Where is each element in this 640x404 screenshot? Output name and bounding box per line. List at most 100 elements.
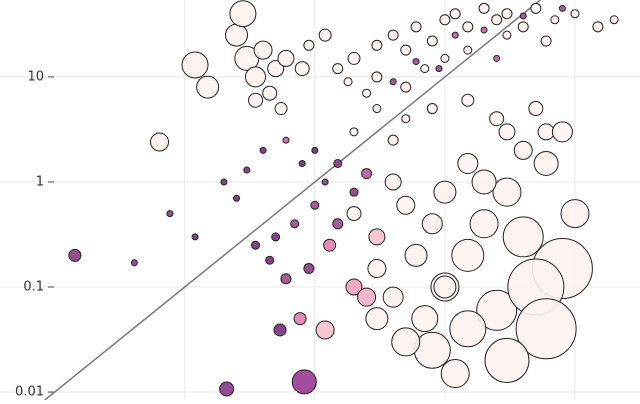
bubble — [321, 178, 329, 186]
bubble — [371, 71, 383, 83]
bubble — [515, 298, 577, 360]
bubble — [248, 92, 264, 108]
bubble — [362, 88, 372, 98]
bubble — [303, 263, 315, 275]
bubble — [478, 2, 490, 14]
bubble — [433, 275, 457, 299]
bubble — [449, 8, 461, 20]
bubble — [440, 359, 470, 389]
bubble — [396, 195, 416, 215]
bubble — [290, 219, 300, 229]
bubble — [449, 310, 487, 348]
bubble — [540, 35, 552, 47]
bubble — [382, 286, 404, 308]
bubble — [498, 123, 516, 141]
bubble — [420, 64, 430, 74]
bubble — [196, 75, 220, 99]
bubble — [391, 327, 421, 357]
bubble — [368, 228, 386, 246]
bubble — [349, 187, 359, 197]
bubble — [277, 49, 295, 67]
bubble — [243, 166, 251, 174]
bubble — [349, 127, 359, 137]
bubble — [347, 51, 361, 65]
bubble — [410, 21, 422, 33]
bubble — [191, 233, 199, 241]
bubble — [530, 2, 542, 14]
bubble — [371, 39, 383, 51]
bubble — [469, 209, 499, 239]
bubble — [400, 81, 412, 93]
bubble — [412, 58, 420, 66]
bubble — [303, 39, 315, 51]
bubble — [435, 65, 443, 73]
bubble — [440, 53, 450, 63]
bubble — [259, 146, 267, 154]
bubble — [551, 121, 573, 143]
bubble — [426, 103, 438, 115]
bubble — [400, 44, 412, 56]
bubble — [332, 63, 344, 75]
bubble — [471, 169, 497, 195]
bubble — [219, 381, 235, 397]
y-tick-label: 10 — [27, 69, 44, 84]
bubble — [361, 168, 373, 180]
bubble — [271, 232, 281, 242]
bubble — [150, 132, 170, 152]
bubble — [457, 152, 479, 174]
bubble — [404, 243, 428, 267]
bubble — [537, 123, 555, 141]
bubble — [476, 289, 518, 331]
bubble — [502, 216, 544, 258]
bubble — [346, 206, 362, 222]
bubble — [451, 238, 485, 272]
bubble — [372, 104, 382, 114]
bubble — [387, 134, 399, 146]
bubble — [484, 337, 530, 383]
bubble — [229, 0, 257, 28]
bubble — [570, 9, 580, 19]
bubble — [315, 320, 335, 340]
bubble — [274, 102, 288, 116]
bubble — [533, 150, 559, 176]
y-tick-label: 0.01 — [15, 385, 44, 400]
bubble — [513, 140, 533, 160]
bubble — [262, 85, 278, 101]
bubble — [267, 60, 285, 78]
bubble — [233, 194, 241, 202]
bubble — [357, 287, 377, 307]
bubble — [273, 323, 287, 337]
bubble — [365, 307, 389, 331]
bubble — [493, 54, 501, 62]
bubble — [318, 28, 332, 42]
bubble — [181, 51, 209, 79]
bubble — [501, 8, 513, 20]
bubble — [426, 35, 438, 47]
bubble — [592, 21, 604, 33]
bubble — [367, 259, 387, 279]
bubble — [291, 369, 317, 395]
bubble — [519, 12, 527, 20]
bubble — [294, 61, 310, 77]
bubble — [251, 240, 261, 250]
bubble — [389, 78, 397, 86]
bubble — [502, 30, 512, 40]
bubble — [130, 259, 138, 267]
bubble — [492, 177, 522, 207]
bubble — [609, 15, 619, 25]
y-tick-label: 0.1 — [23, 280, 44, 295]
bubble — [489, 111, 505, 127]
bubble — [451, 31, 459, 39]
y-tick-label: 1 — [36, 174, 44, 189]
bubble — [166, 210, 174, 218]
bubble — [345, 278, 363, 296]
bubble — [280, 273, 292, 285]
bubble — [310, 200, 320, 210]
bubble — [421, 213, 443, 235]
bubble — [293, 312, 307, 326]
bubble — [491, 14, 503, 26]
bubble — [220, 178, 228, 186]
bubble — [68, 248, 82, 262]
bubble — [480, 26, 488, 34]
